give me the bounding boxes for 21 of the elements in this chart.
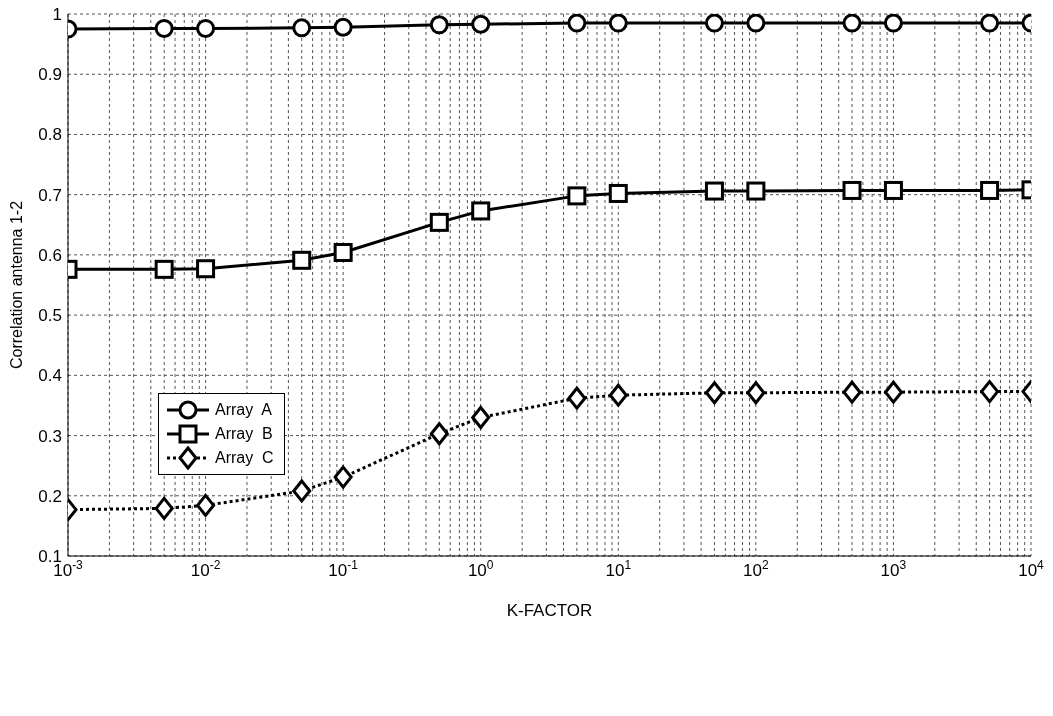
legend-label: Array A <box>215 401 272 419</box>
y-tick-label: 0.5 <box>38 306 62 326</box>
y-tick-label: 0.8 <box>38 125 62 145</box>
x-tick-label: 10$^{-1}$ <box>328 558 359 580</box>
x-tick-label: 10$^{2}$ <box>743 558 769 580</box>
y-tick-label: 0.3 <box>38 426 62 446</box>
y-tick-label: 0.6 <box>38 245 62 265</box>
y-axis-title: Correlation antenna 1-2 <box>7 200 25 370</box>
y-tick-label: 1 <box>52 5 62 24</box>
x-tick-label: 10$^{3}$ <box>880 558 907 580</box>
y-tick-label: 0.7 <box>38 185 62 205</box>
x-tick-label: 10$^{0}$ <box>467 558 494 580</box>
y-tick-label: 0.4 <box>38 366 62 386</box>
x-axis-title: K-FACTOR <box>506 601 593 621</box>
y-tick-label: 0.2 <box>38 486 62 506</box>
y-tick-label: 0.9 <box>38 65 62 85</box>
x-tick-label: 10$^{-2}$ <box>190 558 221 580</box>
legend-label: Array C <box>215 449 274 467</box>
x-tick-label: 10$^{1}$ <box>605 558 632 580</box>
x-tick-label: 10$^{4}$ <box>1018 558 1045 580</box>
legend-label: Array B <box>215 425 273 443</box>
